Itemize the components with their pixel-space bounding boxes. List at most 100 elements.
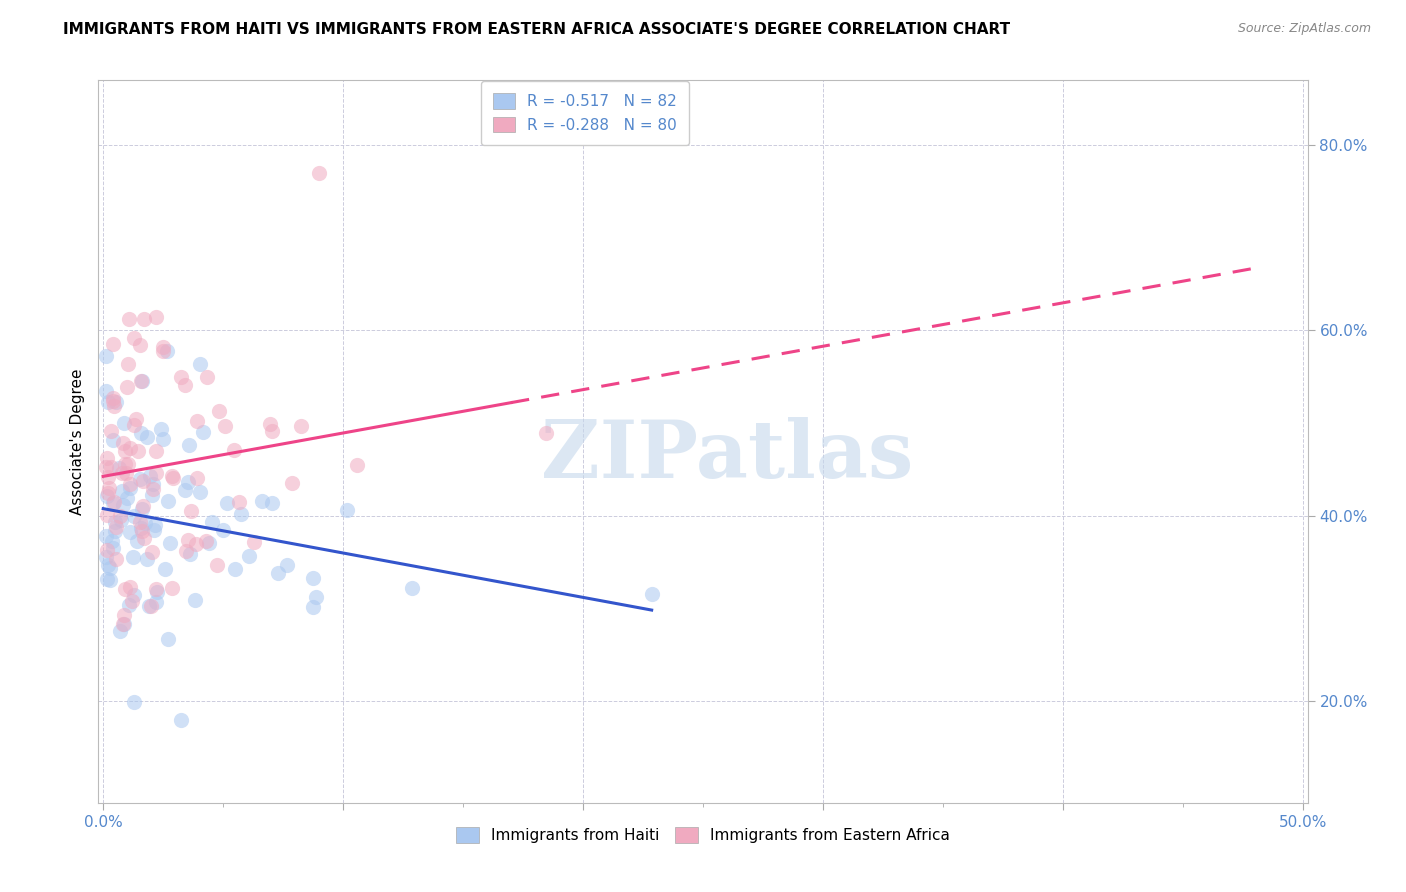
Point xyxy=(139,599,162,613)
Text: Source: ZipAtlas.com: Source: ZipAtlas.com xyxy=(1237,22,1371,36)
Point xyxy=(129,515,152,529)
Point xyxy=(142,477,165,491)
Point xyxy=(112,616,135,631)
Point xyxy=(101,496,124,510)
Point xyxy=(640,587,662,601)
Point xyxy=(177,438,200,452)
Point xyxy=(111,483,134,498)
Point xyxy=(135,551,157,566)
Point xyxy=(186,414,208,428)
Point xyxy=(129,338,152,352)
Point xyxy=(94,349,117,363)
Point xyxy=(162,471,184,485)
Point xyxy=(215,496,238,510)
Point xyxy=(222,442,245,457)
Point xyxy=(96,572,118,586)
Point xyxy=(145,444,167,458)
Point xyxy=(101,534,124,549)
Point xyxy=(100,460,122,475)
Point xyxy=(212,523,235,537)
Point xyxy=(100,424,122,438)
Point xyxy=(267,566,290,581)
Point xyxy=(104,552,127,566)
Point xyxy=(156,343,179,358)
Point xyxy=(308,166,330,180)
Point xyxy=(111,466,134,480)
Point xyxy=(131,475,153,489)
Point xyxy=(122,695,145,709)
Point xyxy=(118,441,141,455)
Point xyxy=(122,331,145,345)
Point xyxy=(153,562,176,576)
Point xyxy=(259,417,281,432)
Point xyxy=(188,485,211,500)
Point xyxy=(118,524,141,539)
Point xyxy=(134,516,156,531)
Point xyxy=(336,503,359,517)
Point xyxy=(108,508,131,523)
Point xyxy=(117,491,139,506)
Point xyxy=(111,436,134,450)
Point xyxy=(96,489,118,503)
Point xyxy=(208,404,231,418)
Point xyxy=(132,499,155,513)
Point xyxy=(197,370,219,384)
Point xyxy=(138,469,160,483)
Point xyxy=(97,558,120,572)
Point xyxy=(115,380,138,394)
Point xyxy=(145,595,167,609)
Legend: Immigrants from Haiti, Immigrants from Eastern Africa: Immigrants from Haiti, Immigrants from E… xyxy=(450,822,956,849)
Point xyxy=(174,378,197,392)
Point xyxy=(98,481,121,495)
Point xyxy=(131,502,153,516)
Point xyxy=(145,582,167,596)
Point xyxy=(96,508,118,522)
Point xyxy=(179,547,201,561)
Point xyxy=(401,581,423,595)
Point xyxy=(96,451,118,466)
Point xyxy=(302,599,325,614)
Point xyxy=(112,498,135,512)
Text: IMMIGRANTS FROM HAITI VS IMMIGRANTS FROM EASTERN AFRICA ASSOCIATE'S DEGREE CORRE: IMMIGRANTS FROM HAITI VS IMMIGRANTS FROM… xyxy=(63,22,1011,37)
Point xyxy=(121,594,143,608)
Point xyxy=(162,468,184,483)
Point xyxy=(114,458,136,472)
Point xyxy=(142,523,165,537)
Point xyxy=(97,486,120,500)
Point xyxy=(276,558,298,573)
Point xyxy=(184,537,207,551)
Point xyxy=(131,524,153,538)
Point xyxy=(157,632,180,646)
Point xyxy=(141,487,163,501)
Point xyxy=(101,541,124,555)
Point xyxy=(177,475,200,489)
Point xyxy=(156,494,179,508)
Point xyxy=(96,542,118,557)
Point xyxy=(176,544,198,558)
Point xyxy=(262,424,284,438)
Point xyxy=(145,466,167,480)
Point xyxy=(103,337,125,351)
Point xyxy=(101,433,124,447)
Point xyxy=(184,592,207,607)
Point xyxy=(125,533,148,548)
Point xyxy=(228,495,250,509)
Point xyxy=(174,483,197,498)
Point xyxy=(117,457,139,471)
Point xyxy=(143,518,166,533)
Point xyxy=(118,312,141,326)
Point xyxy=(152,340,174,354)
Point xyxy=(114,443,136,458)
Point xyxy=(112,416,135,430)
Point xyxy=(198,536,221,550)
Point xyxy=(104,515,127,529)
Point xyxy=(150,422,173,436)
Point xyxy=(117,357,139,371)
Point xyxy=(94,549,117,564)
Point xyxy=(141,545,163,559)
Point xyxy=(191,425,214,439)
Point xyxy=(94,384,117,398)
Point xyxy=(142,482,165,496)
Point xyxy=(152,343,174,358)
Point xyxy=(145,310,167,324)
